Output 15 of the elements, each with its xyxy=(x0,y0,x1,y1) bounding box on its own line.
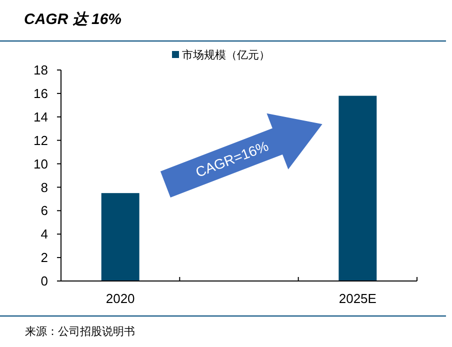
y-tick-label: 18 xyxy=(34,62,48,78)
chart-title: CAGR 达 16% xyxy=(24,11,122,28)
y-tick-label: 4 xyxy=(40,226,48,242)
y-tick-label: 2 xyxy=(40,250,48,266)
source-note: 来源：公司招股说明书 xyxy=(25,325,135,338)
y-tick-label: 8 xyxy=(40,180,48,195)
x-tick-label: 2025E xyxy=(338,291,377,306)
legend-label: 市场规模（亿元） xyxy=(182,48,270,62)
x-tick-label: 2020 xyxy=(106,291,135,306)
y-tick-label: 16 xyxy=(34,86,48,101)
y-tick-label: 10 xyxy=(34,156,48,172)
y-tick-label: 6 xyxy=(40,203,48,218)
y-tick-label: 0 xyxy=(40,274,48,289)
y-tick-label: 14 xyxy=(34,109,48,124)
y-tick-label: 12 xyxy=(34,132,48,148)
